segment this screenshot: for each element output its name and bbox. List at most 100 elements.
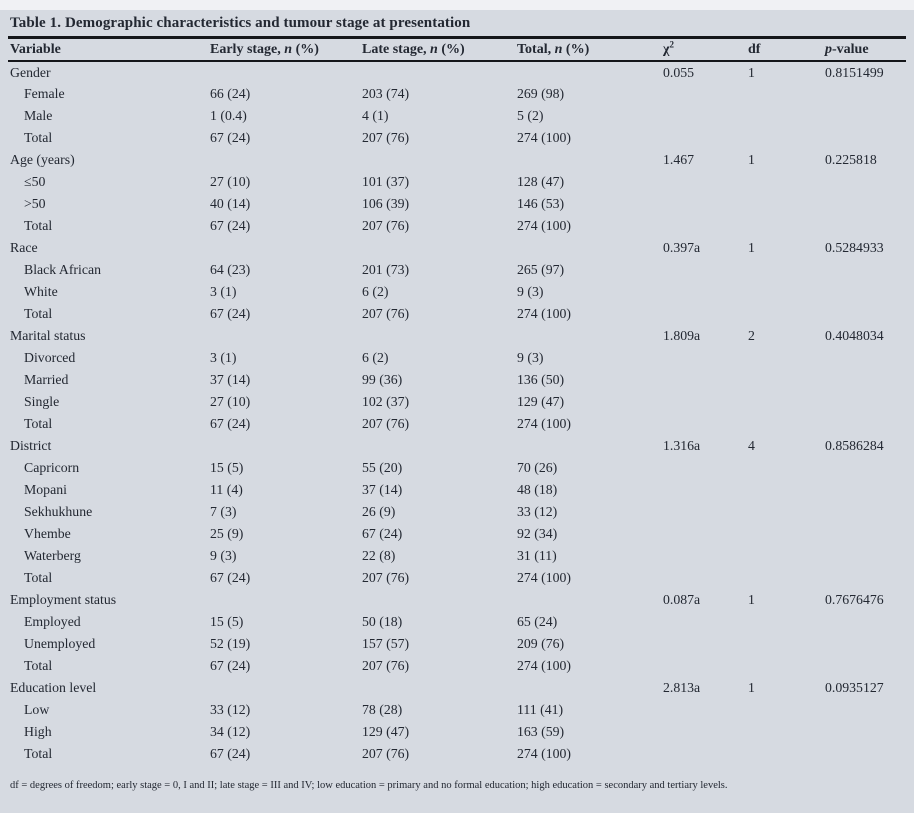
cell-p-value: [825, 457, 906, 479]
cell-df: 1: [748, 152, 755, 167]
cell-early-stage: [210, 237, 362, 259]
cell-p-value: 0.225818: [825, 152, 877, 167]
table-panel: Table 1. Demographic characteristics and…: [0, 10, 914, 813]
cell-early-stage: 52 (19): [210, 636, 251, 651]
table-row: Mopani 11 (4) 37 (14) 48 (18): [8, 479, 906, 501]
cell-total: 136 (50): [517, 372, 565, 387]
cell-early-stage: 15 (5): [210, 614, 244, 629]
cell-chi-square: [663, 457, 748, 479]
cell-p-value: [825, 391, 906, 413]
cell-p-value: [825, 347, 906, 369]
cell-total: 31 (11): [517, 548, 557, 563]
header-variable: Variable: [8, 39, 210, 62]
cell-early-stage: 3 (1): [210, 284, 237, 299]
cell-df: 1: [748, 64, 755, 80]
cell-early-stage: 1 (0.4): [210, 108, 247, 123]
cell-late-stage: [362, 61, 517, 83]
cell-late-stage: 207 (76): [362, 658, 410, 673]
cell-chi-square: 0.087a: [663, 592, 701, 607]
header-df: df: [748, 39, 825, 62]
table-row: Age (years) 1.467 1 0.225818: [8, 149, 906, 171]
row-label: Gender: [10, 64, 51, 80]
cell-early-stage: [210, 61, 362, 83]
cell-early-stage: 40 (14): [210, 196, 251, 211]
cell-chi-square: [663, 303, 748, 325]
cell-chi-square: [663, 193, 748, 215]
cell-df: [748, 303, 825, 325]
cell-total: 146 (53): [517, 196, 565, 211]
cell-df: [748, 457, 825, 479]
cell-df: [748, 215, 825, 237]
cell-early-stage: 67 (24): [210, 218, 251, 233]
cell-late-stage: 26 (9): [362, 504, 396, 519]
row-label: Education level: [10, 680, 97, 695]
row-label: Total: [24, 218, 53, 233]
cell-late-stage: 207 (76): [362, 746, 410, 761]
row-label: Waterberg: [24, 548, 81, 563]
cell-p-value: [825, 105, 906, 127]
cell-late-stage: 129 (47): [362, 724, 410, 739]
cell-early-stage: [210, 325, 362, 347]
cell-total: [517, 149, 663, 171]
cell-chi-square: [663, 743, 748, 765]
cell-chi-square: [663, 501, 748, 523]
cell-late-stage: 67 (24): [362, 526, 403, 541]
table-row: Sekhukhune 7 (3) 26 (9) 33 (12): [8, 501, 906, 523]
table-row: Employed 15 (5) 50 (18) 65 (24): [8, 611, 906, 633]
table-row: >50 40 (14) 106 (39) 146 (53): [8, 193, 906, 215]
cell-early-stage: 67 (24): [210, 746, 251, 761]
cell-late-stage: 207 (76): [362, 306, 410, 321]
cell-df: [748, 369, 825, 391]
cell-df: [748, 545, 825, 567]
cell-late-stage: 37 (14): [362, 482, 403, 497]
cell-df: [748, 501, 825, 523]
row-label: Employment status: [10, 592, 117, 607]
cell-p-value: [825, 655, 906, 677]
cell-early-stage: 64 (23): [210, 262, 251, 277]
row-label: District: [10, 438, 52, 453]
cell-df: [748, 413, 825, 435]
cell-p-value: [825, 523, 906, 545]
cell-early-stage: 7 (3): [210, 504, 237, 519]
table-row: Unemployed 52 (19) 157 (57) 209 (76): [8, 633, 906, 655]
table-row: Total 67 (24) 207 (76) 274 (100): [8, 413, 906, 435]
table-row: Total 67 (24) 207 (76) 274 (100): [8, 743, 906, 765]
cell-p-value: [825, 127, 906, 149]
cell-p-value: [825, 633, 906, 655]
cell-total: 265 (97): [517, 262, 565, 277]
cell-chi-square: 0.055: [663, 64, 695, 80]
cell-chi-square: [663, 105, 748, 127]
table-title: Table 1. Demographic characteristics and…: [8, 10, 906, 39]
cell-early-stage: 67 (24): [210, 416, 251, 431]
cell-chi-square: 1.467: [663, 152, 695, 167]
cell-late-stage: 4 (1): [362, 108, 389, 123]
cell-chi-square: [663, 281, 748, 303]
cell-df: [748, 633, 825, 655]
cell-p-value: 0.0935127: [825, 680, 884, 695]
row-label: Total: [24, 746, 53, 761]
cell-late-stage: 207 (76): [362, 570, 410, 585]
cell-chi-square: [663, 215, 748, 237]
cell-late-stage: [362, 589, 517, 611]
cell-late-stage: 157 (57): [362, 636, 410, 651]
cell-df: [748, 479, 825, 501]
row-label: >50: [24, 196, 46, 211]
row-label: Male: [24, 108, 53, 123]
table-header: Variable Early stage, n (%) Late stage, …: [8, 39, 906, 62]
cell-late-stage: 207 (76): [362, 218, 410, 233]
row-label: Total: [24, 658, 53, 673]
cell-chi-square: 2.813a: [663, 680, 701, 695]
cell-total: 33 (12): [517, 504, 558, 519]
cell-total: 274 (100): [517, 658, 572, 673]
cell-total: 274 (100): [517, 218, 572, 233]
cell-df: [748, 193, 825, 215]
row-label: Low: [24, 702, 50, 717]
cell-late-stage: [362, 237, 517, 259]
cell-late-stage: [362, 435, 517, 457]
cell-p-value: [825, 369, 906, 391]
cell-chi-square: [663, 391, 748, 413]
cell-early-stage: 67 (24): [210, 570, 251, 585]
cell-df: [748, 655, 825, 677]
cell-early-stage: [210, 149, 362, 171]
cell-chi-square: [663, 523, 748, 545]
